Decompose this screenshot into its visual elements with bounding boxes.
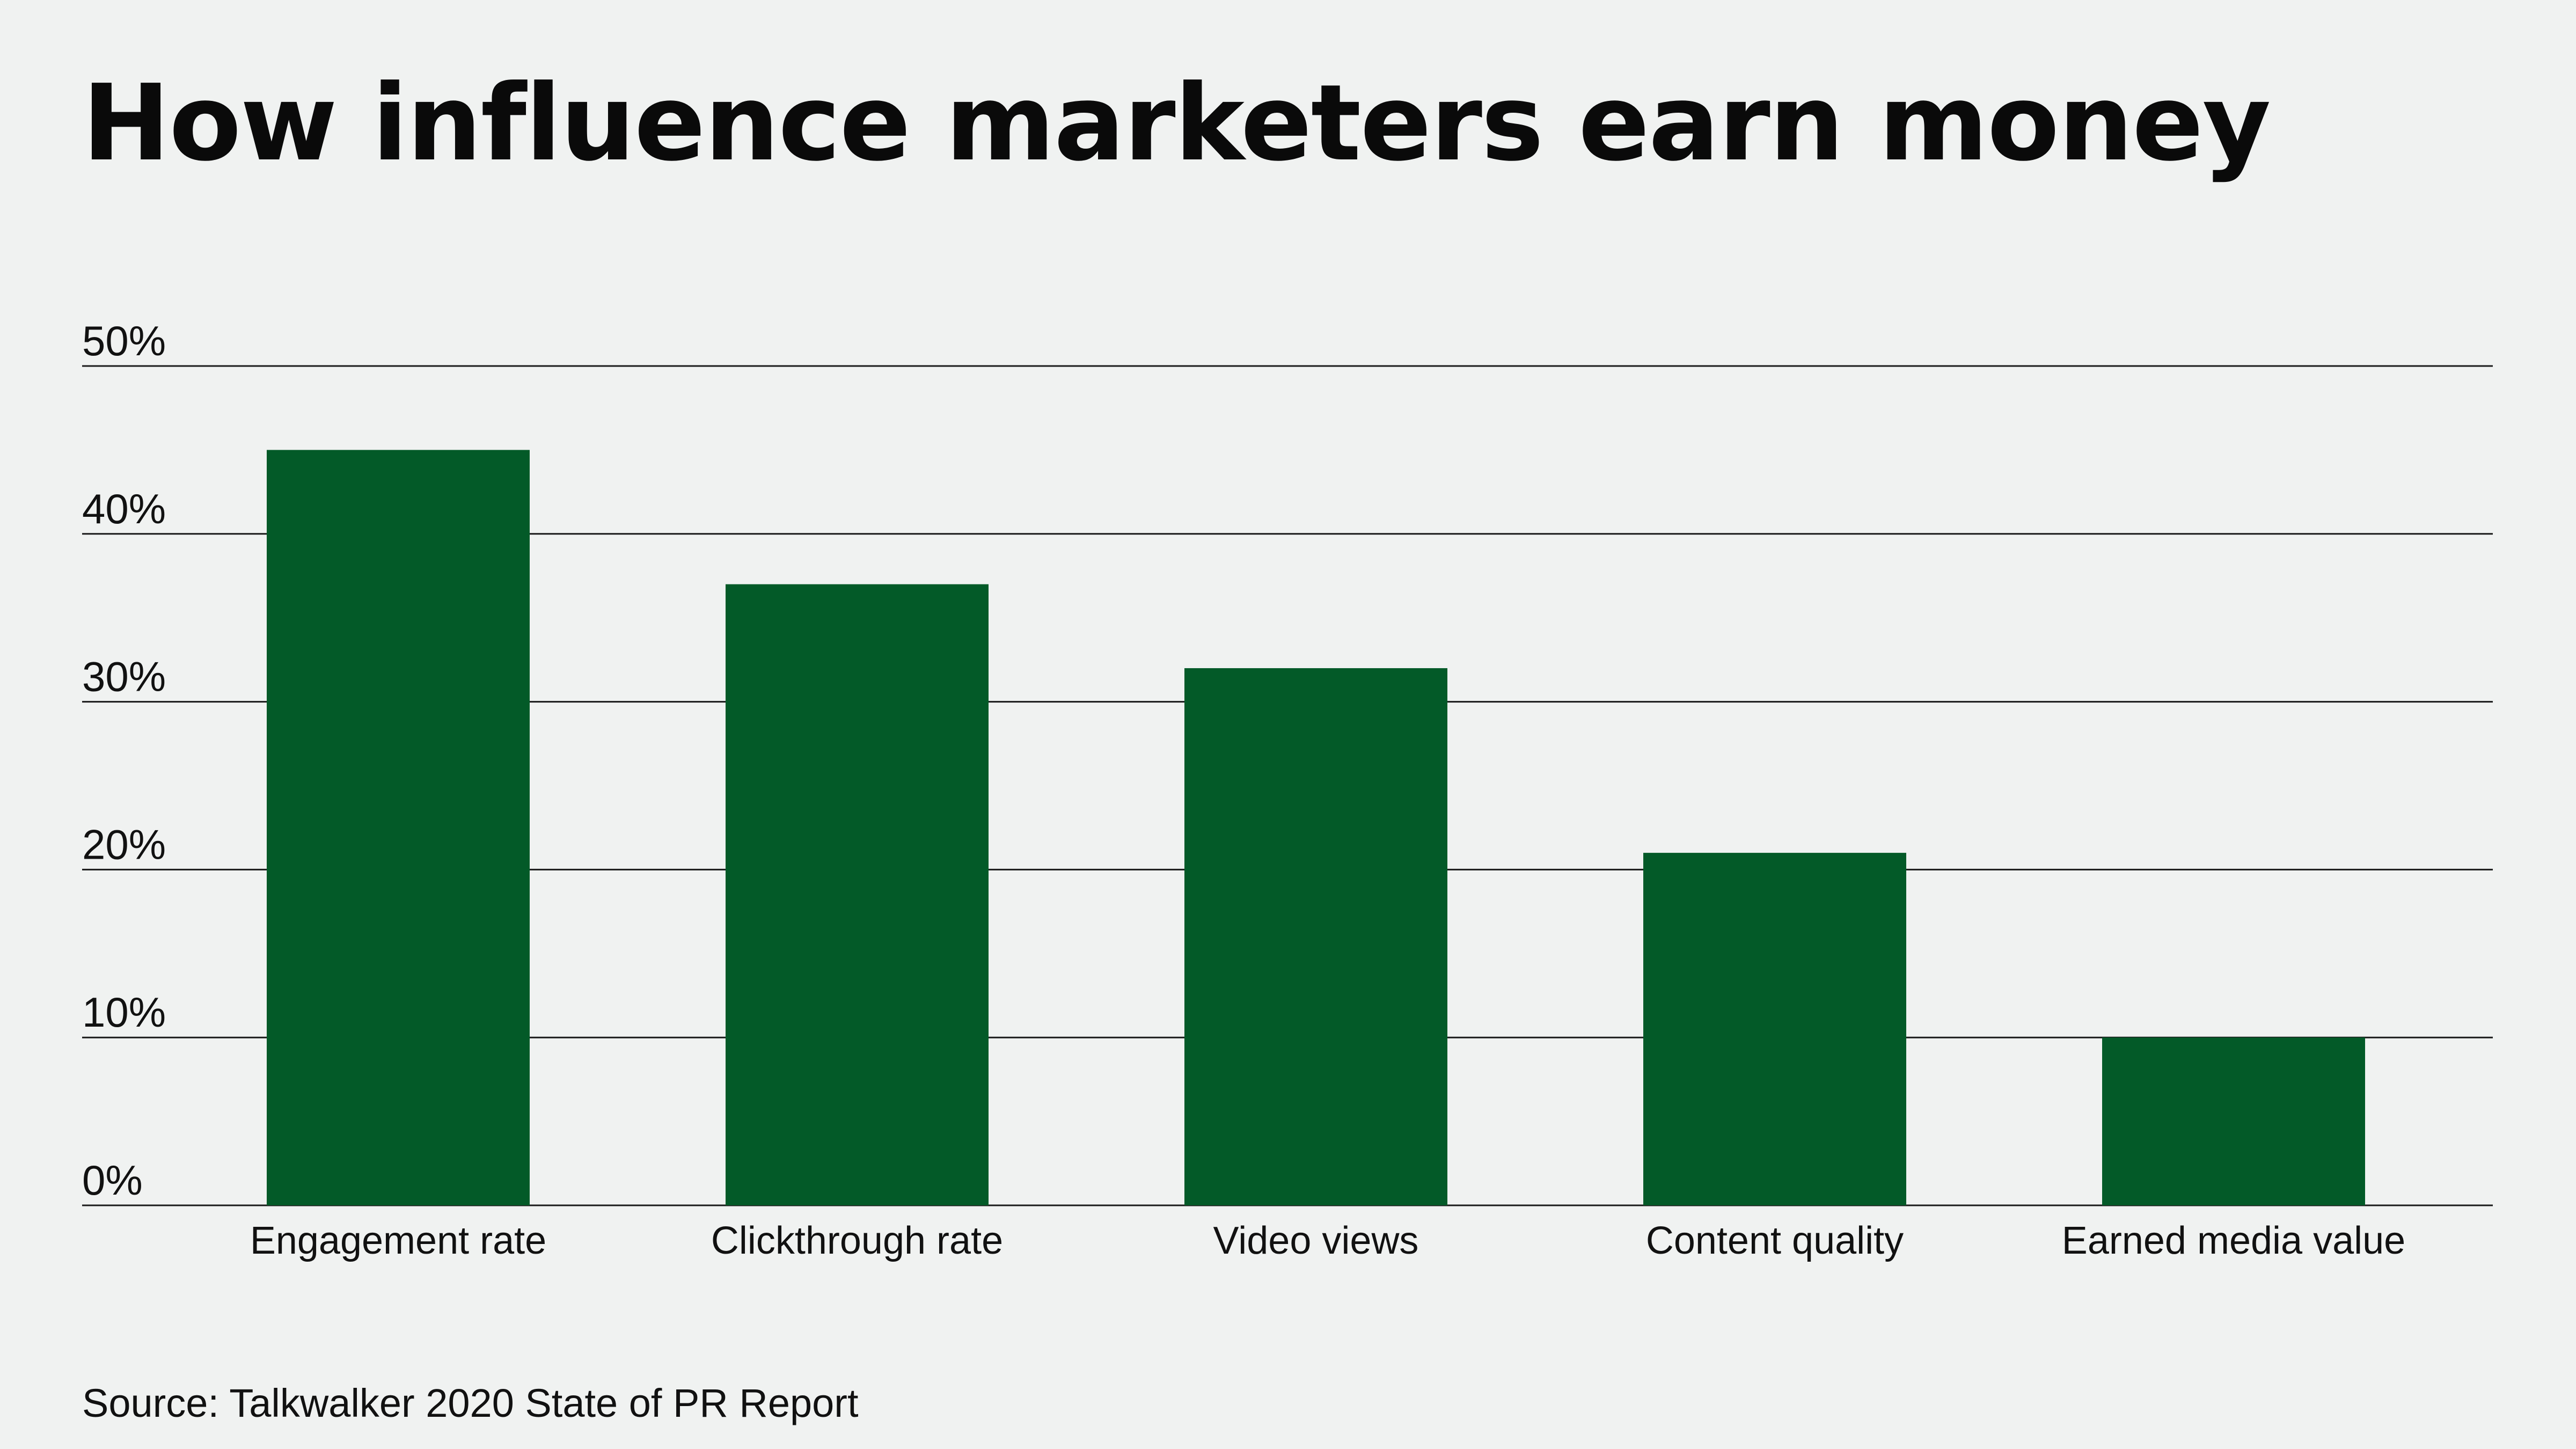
y-tick-label: 20% [82,821,166,868]
bars [267,450,2365,1205]
y-tick-label: 0% [82,1157,143,1204]
y-tick-labels: 0% 10% 20% 30% 40% 50% [82,317,166,1204]
x-tick-label: Earned media value [2062,1219,2405,1262]
y-tick-label: 40% [82,485,166,532]
bar [2102,1037,2365,1205]
bar [1184,668,1447,1205]
bar [267,450,530,1205]
chart-title: How influence marketers earn money [82,62,2271,185]
x-tick-label: Engagement rate [250,1219,546,1262]
x-tick-label: Clickthrough rate [711,1219,1003,1262]
bar [1643,853,1906,1205]
y-tick-label: 50% [82,317,166,364]
x-tick-label: Video views [1213,1219,1419,1262]
bar [726,584,989,1205]
x-tick-labels: Engagement rate Clickthrough rate Video vi… [250,1219,2405,1262]
x-tick-label: Content quality [1646,1219,1904,1262]
y-tick-label: 30% [82,653,166,700]
source-note: Source: Talkwalker 2020 State of PR Repo… [82,1381,859,1425]
y-tick-label: 10% [82,989,166,1036]
